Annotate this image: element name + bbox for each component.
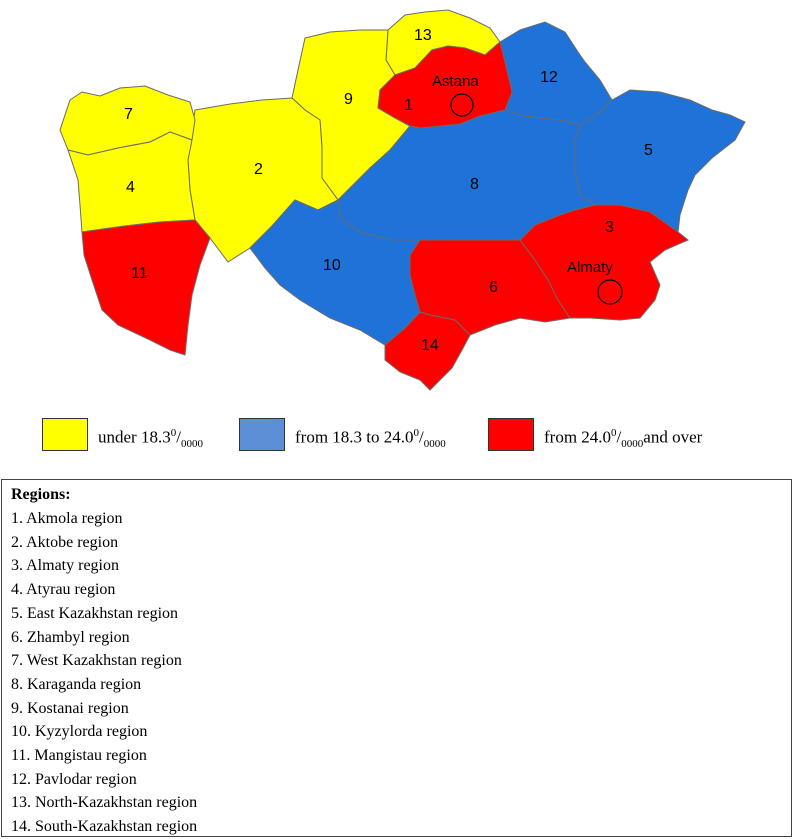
region-11-mangistau	[81, 219, 211, 356]
legend-label-under: under 18.30/0000	[98, 427, 203, 451]
regions-key-box: Regions: 1. Akmola region 2. Aktobe regi…	[1, 479, 792, 837]
region-number-label: 5	[644, 142, 653, 159]
list-item: 14. South-Kazakhstan region	[11, 818, 198, 836]
list-item: 9. Kostanai region	[11, 699, 129, 717]
list-item: 13. North-Kazakhstan region	[11, 794, 198, 812]
region-number-label: 9	[344, 91, 353, 108]
region-number-label: 8	[470, 176, 479, 193]
list-item: 12. Pavlodar region	[11, 770, 137, 788]
region-4-atyrau	[67, 131, 196, 233]
list-item: 4. Atyrau region	[11, 581, 116, 599]
list-item: 1. Akmola region	[11, 510, 123, 527]
region-number-label: 11	[131, 265, 148, 282]
legend-swatch-yellow	[42, 418, 88, 451]
legend-label-over: from 24.00/0000and over	[544, 427, 703, 451]
list-item: 10. Kyzylorda region	[11, 723, 148, 741]
regions-list: 1. Akmola region 2. Aktobe region 3. Alm…	[11, 507, 791, 839]
city-label-almaty: Almaty	[567, 259, 613, 276]
list-item: 8. Karaganda region	[11, 675, 142, 693]
list-item: 5. East Kazakhstan region	[11, 604, 179, 622]
list-item: 3. Almaty region	[11, 557, 119, 575]
region-number-label: 4	[126, 179, 135, 196]
map-legend: under 18.30/0000 from 18.3 to 24.00/0000…	[0, 418, 794, 458]
legend-swatch-red	[488, 418, 534, 451]
region-number-label: 3	[605, 219, 614, 236]
almaty-city-marker-icon	[597, 279, 623, 305]
legend-label-from-to: from 18.3 to 24.00/0000	[295, 427, 446, 451]
region-number-label: 7	[124, 106, 133, 123]
region-number-label: 14	[421, 337, 439, 354]
region-number-label: 6	[489, 279, 498, 296]
region-number-label: 12	[540, 69, 558, 86]
kazakhstan-map: Astana Almaty 1 2 3 4 5 6 7 8 9 10 11 12…	[59, 9, 746, 391]
list-item: 7. West Kazakhstan region	[11, 652, 182, 670]
legend-swatch-blue	[239, 418, 285, 451]
region-number-label: 13	[414, 27, 432, 44]
region-14-south-kazakhstan	[384, 311, 471, 391]
region-number-label: 2	[254, 161, 263, 178]
region-number-label: 1	[404, 97, 413, 114]
astana-city-marker-icon	[450, 93, 474, 117]
list-item: 2. Aktobe region	[11, 533, 119, 551]
region-1-akmola	[377, 41, 513, 129]
city-label-astana: Astana	[432, 73, 479, 90]
region-number-label: 10	[323, 257, 341, 274]
list-item: 11. Mangistau region	[11, 747, 147, 765]
region-3-almaty	[519, 204, 689, 321]
list-item: 6. Zhambyl region	[11, 628, 130, 646]
regions-title: Regions:	[11, 486, 71, 503]
